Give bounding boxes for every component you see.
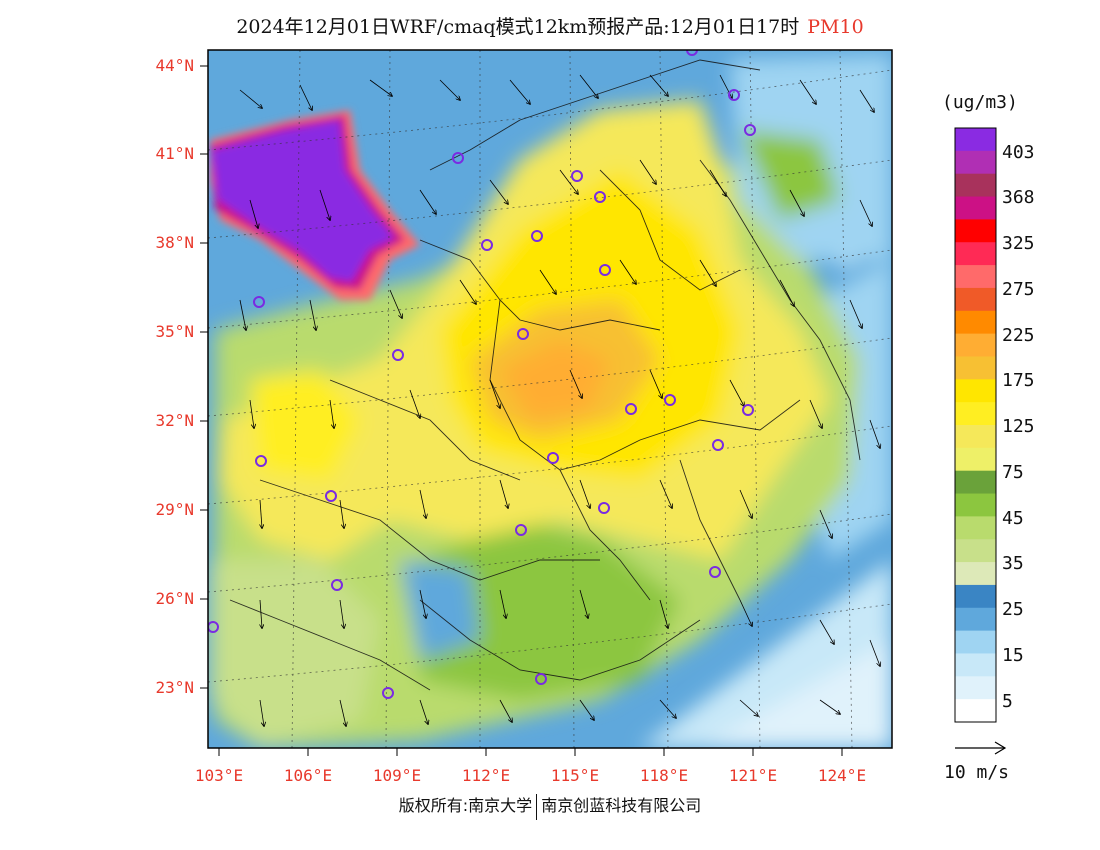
legend-swatch	[955, 630, 996, 654]
title-pollutant: PM10	[807, 16, 864, 38]
lon-label-115: 115°E	[550, 766, 600, 785]
legend-label: 125	[1002, 416, 1035, 437]
legend-swatch	[955, 699, 996, 723]
legend-swatch	[955, 242, 996, 266]
copyright-company: 南京创蓝科技有限公司	[541, 796, 702, 815]
legend-swatch	[955, 470, 996, 495]
legend-label: 368	[1002, 187, 1035, 208]
legend-label: 403	[1002, 142, 1035, 163]
legend-swatch	[955, 333, 996, 357]
title-main: 2024年12月01日WRF/cmaq模式12km预报产品:12月01日17时	[236, 16, 800, 38]
legend-swatch	[955, 128, 996, 152]
lat-label-29: 29°N	[155, 500, 194, 519]
lat-label-38: 38°N	[155, 233, 194, 252]
legend-swatch	[955, 196, 996, 220]
legend-swatch	[955, 562, 996, 586]
lon-label-124: 124°E	[817, 766, 867, 785]
legend-swatch	[955, 265, 996, 289]
legend-swatch	[955, 310, 996, 335]
legend-label: 325	[1002, 233, 1035, 254]
legend-label: 45	[1002, 508, 1024, 529]
legend-swatch	[955, 356, 996, 380]
lon-label-118: 118°E	[639, 766, 689, 785]
legend-swatch	[955, 607, 996, 632]
legend-swatch	[955, 219, 996, 243]
legend-label: 25	[1002, 599, 1024, 620]
lat-label-26: 26°N	[155, 589, 194, 608]
legend-swatch	[955, 539, 996, 563]
legend-swatch	[955, 493, 996, 517]
lon-label-121: 121°E	[728, 766, 778, 785]
legend-swatch	[955, 173, 996, 198]
footer-divider	[536, 793, 538, 820]
copyright-owner: 版权所有:南京大学	[398, 796, 533, 815]
lon-label-103: 103°E	[194, 766, 244, 785]
lat-label-44: 44°N	[155, 56, 194, 75]
lat-label-35: 35°N	[155, 322, 194, 341]
legend-swatch	[955, 516, 996, 540]
lat-label-23: 23°N	[155, 678, 194, 697]
legend-swatch	[955, 653, 996, 677]
lat-label-32: 32°N	[155, 411, 194, 430]
lon-label-112: 112°E	[461, 766, 511, 785]
pollution-field	[208, 50, 892, 748]
legend-unit: (ug/m3)	[942, 92, 1018, 113]
lon-label-109: 109°E	[372, 766, 422, 785]
legend-swatch	[955, 150, 996, 175]
legend-swatch	[955, 584, 996, 609]
legend-swatch	[955, 425, 996, 449]
legend-swatch	[955, 287, 996, 312]
chart-title: 2024年12月01日WRF/cmaq模式12km预报产品:12月01日17时 P…	[0, 12, 1100, 39]
legend-label: 5	[1002, 691, 1013, 712]
legend-label: 225	[1002, 325, 1035, 346]
legend-swatch	[955, 402, 996, 426]
legend-swatch	[955, 447, 996, 472]
legend-label: 15	[1002, 645, 1024, 666]
city-markers	[208, 50, 756, 699]
wind-scale-label: 10 m/s	[944, 762, 1010, 783]
legend-label: 35	[1002, 553, 1024, 574]
lon-label-106: 106°E	[283, 766, 333, 785]
lat-label-41: 41°N	[155, 144, 194, 163]
legend-colorbar	[955, 128, 996, 723]
legend-label: 75	[1002, 462, 1024, 483]
legend-label: 175	[1002, 370, 1035, 391]
legend-label: 275	[1002, 279, 1035, 300]
copyright-footer: 版权所有:南京大学 南京创蓝科技有限公司	[330, 792, 770, 820]
legend-swatch	[955, 379, 996, 403]
wind-scale-arrow	[955, 741, 1007, 755]
legend-swatch	[955, 676, 996, 700]
